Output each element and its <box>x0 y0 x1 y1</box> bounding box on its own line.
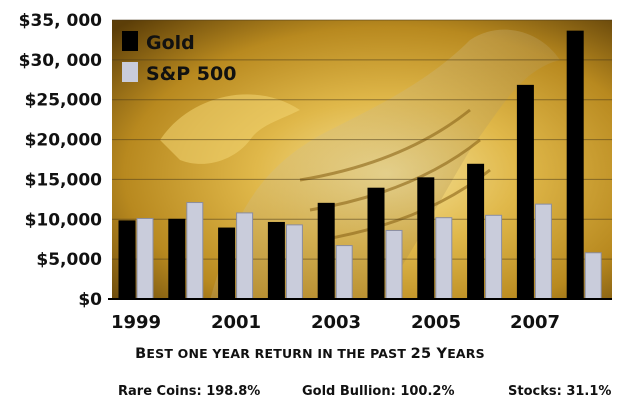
caption-text-1: EST ONE YEAR RETURN IN THE PAST <box>146 346 411 361</box>
x-tick-label: 2003 <box>311 312 361 333</box>
bar-sp500 <box>534 203 552 300</box>
bar-gold <box>467 163 485 300</box>
chart-caption: BEST ONE YEAR RETURN IN THE PAST 25 YEAR… <box>0 346 620 362</box>
x-tick-label: 1999 <box>111 312 161 333</box>
bar-sp500 <box>186 202 204 300</box>
bar-chart: $35, 000 $30, 000 $25,000 $20,000 $15,000 $10… <box>19 11 612 333</box>
y-tick-label: $35, 000 <box>19 11 103 31</box>
legend-swatch-sp500 <box>122 62 138 82</box>
caption-big-num: 25 Y <box>410 346 448 362</box>
x-tick-label: 2007 <box>510 312 560 333</box>
bar-gold <box>218 227 236 300</box>
bar-sp500 <box>335 245 353 300</box>
bar-gold <box>168 218 186 300</box>
stat-value: 31.1% <box>566 384 612 399</box>
x-axis: 1999 2001 2003 2005 2007 <box>111 312 560 333</box>
y-tick-label: $20,000 <box>25 131 103 151</box>
y-tick-label: $15,000 <box>25 170 103 190</box>
y-tick-label: $10,000 <box>25 210 103 230</box>
x-tick-label: 2001 <box>211 312 261 333</box>
bar-sp500 <box>236 212 254 300</box>
bar-gold <box>317 202 335 300</box>
bar-sp500 <box>285 224 303 300</box>
legend-swatch-gold <box>122 31 138 51</box>
bar-sp500 <box>485 214 503 300</box>
x-tick-label: 2005 <box>411 312 461 333</box>
legend-label-gold: Gold <box>146 32 195 54</box>
bar-gold <box>367 187 385 300</box>
bar-gold <box>566 30 584 300</box>
bar-sp500 <box>385 229 403 300</box>
y-axis: $35, 000 $30, 000 $25,000 $20,000 $15,000 $10… <box>19 11 612 310</box>
stat-stocks: Stocks: 31.1% <box>508 384 611 399</box>
legend-label-sp500: S&P 500 <box>146 63 236 85</box>
y-tick-label: $0 <box>78 290 102 310</box>
y-tick-label: $30, 000 <box>19 51 103 71</box>
y-tick-label: $25,000 <box>25 91 103 111</box>
stat-value: 100.2% <box>400 384 455 399</box>
bar-gold <box>118 220 136 300</box>
bar-sp500 <box>584 252 602 300</box>
stat-rare-coins: Rare Coins: 198.8% <box>118 384 260 399</box>
bar-sp500 <box>136 217 154 300</box>
stat-label: Stocks: <box>508 384 562 399</box>
bar-gold <box>267 221 285 300</box>
bar-gold <box>516 84 534 300</box>
bar-sp500 <box>435 217 453 300</box>
stat-gold-bullion: Gold Bullion: 100.2% <box>302 384 455 399</box>
caption-big-b: B <box>135 346 147 362</box>
legend: Gold S&P 500 <box>122 31 236 85</box>
stat-value: 198.8% <box>206 384 261 399</box>
eagle-head-shape <box>160 94 300 164</box>
caption-text-2: EARS <box>447 346 485 361</box>
bars <box>118 30 602 300</box>
y-tick-label: $5,000 <box>36 250 102 270</box>
stat-label: Rare Coins: <box>118 384 202 399</box>
stat-label: Gold Bullion: <box>302 384 396 399</box>
bar-gold <box>417 177 435 300</box>
